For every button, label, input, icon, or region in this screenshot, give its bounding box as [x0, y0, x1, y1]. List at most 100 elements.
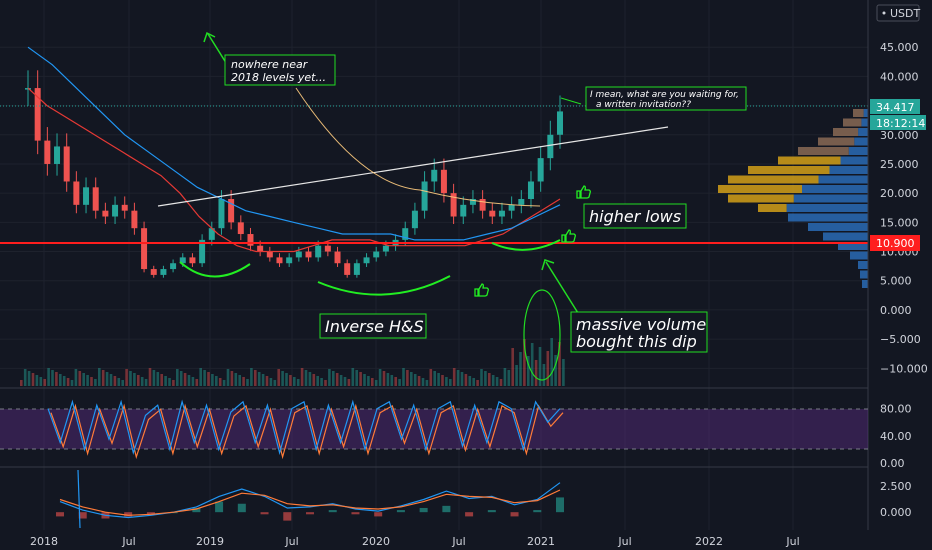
candle-body — [469, 199, 476, 205]
candle-body — [160, 269, 167, 275]
volume-bar — [355, 370, 358, 386]
macd-histogram-bar — [351, 512, 360, 515]
stochastic-band — [0, 409, 868, 449]
candle-body — [547, 134, 554, 159]
volume-bar — [511, 348, 514, 386]
candle-body — [150, 269, 157, 275]
volume-bar — [218, 378, 222, 386]
annotation-inverse-hs[interactable]: Inverse H&S — [319, 313, 427, 339]
y-tick-label: 30.000 — [880, 129, 919, 142]
volume-bar — [117, 378, 121, 386]
macd-histogram-bar — [487, 510, 496, 513]
annotation-massive-volume[interactable]: massive volume bought this dip — [570, 311, 708, 353]
candlestick-series — [25, 70, 563, 278]
volume-bar — [281, 371, 284, 386]
macd-histogram-bar — [56, 512, 64, 517]
volume-bar — [523, 339, 526, 386]
volume-bar — [304, 370, 308, 386]
volume-bar — [74, 369, 78, 386]
thumbs-up-icon — [576, 185, 591, 199]
volume-bar — [43, 379, 46, 386]
head-arc[interactable] — [317, 275, 451, 296]
macd-histogram-bar — [146, 512, 155, 515]
candle-body — [54, 146, 61, 164]
left-shoulder-arc[interactable] — [179, 261, 251, 278]
volume-bar — [421, 378, 425, 386]
volume-bar — [156, 372, 160, 386]
volume-bar — [429, 369, 433, 386]
volume-bar — [332, 371, 335, 386]
y-tick-label: −10.000 — [880, 362, 928, 375]
volume-bar — [211, 374, 214, 386]
volume-bar — [293, 377, 296, 386]
volume-profile-bar — [862, 280, 868, 288]
annotation-waiting-for[interactable]: I mean, what are you waiting for, a writ… — [585, 86, 747, 111]
volume-bar — [183, 373, 187, 386]
volume-profile-bar — [798, 147, 849, 155]
candle-body — [73, 181, 80, 205]
time-axis[interactable]: 2018 Jul 2019 Jul 2020 Jul 2021 Jul 2022 Jul — [30, 535, 800, 548]
volume-bar — [324, 380, 327, 386]
current-price-tag[interactable]: 34.417 18:12:14 — [870, 99, 926, 130]
x-tick-label: Jul — [284, 535, 298, 548]
volume-bar — [226, 369, 230, 386]
candle-body — [247, 234, 254, 246]
y-tick-label: 15.000 — [880, 216, 919, 229]
volume-profile-bar — [861, 118, 868, 127]
volume-bar — [449, 379, 452, 386]
volume-profile-bar — [843, 118, 862, 127]
candle-body — [402, 228, 409, 240]
candle-body — [334, 251, 341, 264]
level-price-tag[interactable]: 10.900 — [870, 235, 920, 251]
volume-bar — [133, 373, 136, 386]
volume-bar — [59, 374, 62, 386]
candle-body — [440, 169, 447, 194]
volume-bar — [542, 364, 546, 386]
candle-body — [92, 187, 99, 211]
volume-bar — [277, 369, 280, 386]
volume-bar — [554, 355, 557, 386]
volume-bar — [437, 373, 440, 386]
annotation-higher-lows[interactable]: higher lows — [583, 203, 687, 229]
volume-bar — [417, 376, 421, 386]
volume-bar — [261, 374, 265, 386]
right-shoulder-arc[interactable] — [491, 239, 561, 251]
volume-bar — [35, 375, 39, 386]
annotation-nowhere-near[interactable]: nowhere near 2018 levels yet... — [224, 54, 336, 86]
volume-bar — [456, 370, 460, 386]
candle-body — [257, 245, 264, 252]
x-tick-label: 2018 — [30, 535, 58, 548]
volume-bar — [230, 371, 234, 386]
macd-tick-label: 2.500 — [880, 480, 912, 493]
volume-bar — [460, 372, 464, 386]
volume-highlight-ellipse[interactable] — [523, 289, 561, 381]
volume-bar — [491, 375, 495, 386]
candle-body — [411, 210, 418, 229]
annotation-text: I mean, what are you waiting for, — [590, 90, 739, 100]
currency-dot-icon — [882, 11, 886, 15]
trendline[interactable] — [157, 126, 669, 207]
volume-bar — [101, 370, 105, 386]
volume-bar — [499, 379, 503, 386]
volume-bar — [546, 351, 550, 386]
volume-bar — [503, 368, 507, 386]
volume-bar — [300, 368, 304, 386]
volume-bar — [308, 372, 312, 386]
volume-profile-bar — [793, 194, 868, 203]
volume-bar — [363, 374, 366, 386]
macd-histogram-bar — [442, 505, 451, 513]
macd-histogram-bar — [237, 503, 246, 513]
volume-bar — [140, 377, 144, 386]
volume-bar — [47, 368, 50, 386]
volume-profile-bar — [818, 137, 855, 146]
thumbs-up-icon — [474, 283, 489, 297]
candle-body — [83, 187, 90, 205]
volume-bar — [480, 369, 483, 386]
stoch-tick-label: 0.00 — [880, 457, 905, 470]
volume-bar — [105, 372, 109, 386]
currency-label-box[interactable]: USDT — [876, 4, 921, 22]
candle-body — [324, 245, 331, 252]
volume-bar — [70, 380, 74, 386]
thumbs-up-icons — [474, 185, 591, 297]
